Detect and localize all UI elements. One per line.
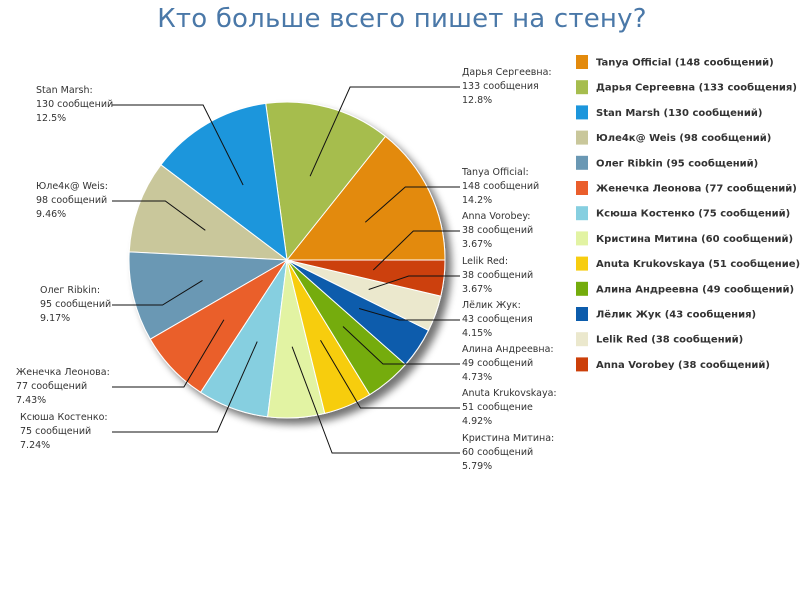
legend-swatch-алина-андреевна bbox=[576, 281, 588, 296]
leader-line-дарья-сергеевна bbox=[309, 86, 460, 177]
slice-label-lelik-red: Lelik Red: 38 сообщений 3.67% bbox=[462, 256, 533, 295]
slice-label-anuta-krukovskaya: Anuta Krukovskaya: 51 сообщение 4.92% bbox=[462, 388, 557, 427]
chart-title: Кто больше всего пишет на стену? bbox=[157, 4, 647, 34]
slice-label-юле4к-weis: Юле4к@ Weis: 98 сообщений 9.46% bbox=[36, 181, 108, 220]
legend-swatch-лёлик-жук bbox=[576, 307, 588, 321]
legend-swatch-stan-marsh bbox=[576, 105, 588, 120]
legend-swatch-ксюша-костенко bbox=[576, 206, 588, 221]
pie-slices bbox=[128, 101, 446, 419]
legend: Tanya Official (148 сообщений) Дарья Серг… bbox=[576, 55, 800, 372]
leader-lines bbox=[112, 86, 460, 454]
pie-slice-stan-marsh bbox=[160, 102, 288, 262]
legend-label-lelik-red: Lelik Red (38 сообщений) bbox=[596, 334, 743, 346]
slice-label-кристина-митина: Кристина Митина: 60 сообщений 5.79% bbox=[462, 433, 554, 472]
slice-label-женечка-леонова: Женечка Леонова: 77 сообщений 7.43% bbox=[16, 367, 110, 406]
leader-line-женечка-леонова bbox=[112, 319, 225, 388]
legend-label-дарья-сергеевна: Дарья Сергеевна (133 сообщения) bbox=[596, 82, 797, 94]
pie-slice-юле4к-weis bbox=[128, 164, 289, 261]
leader-line-кристина-митина bbox=[291, 346, 460, 454]
leader-line-lelik-red bbox=[368, 275, 460, 290]
legend-swatch-anuta-krukovskaya bbox=[576, 256, 588, 271]
leader-line-юле4к-weis bbox=[112, 200, 206, 231]
legend-label-лёлик-жук: Лёлик Жук (43 сообщения) bbox=[596, 309, 756, 321]
legend-swatch-lelik-red bbox=[576, 332, 588, 347]
legend-swatch-олег-ribkin bbox=[576, 155, 588, 170]
pie-slice-tanya-official bbox=[285, 135, 446, 261]
legend-swatch-anna-vorobey bbox=[576, 357, 588, 372]
leader-line-anuta-krukovskaya bbox=[320, 339, 460, 409]
slice-label-олег-ribkin: Олег Ribkin: 95 сообщений 9.17% bbox=[40, 285, 111, 324]
legend-label-ксюша-костенко: Ксюша Костенко (75 сообщений) bbox=[596, 208, 790, 220]
slice-label-лёлик-жук: Лёлик Жук: 43 сообщения 4.15% bbox=[462, 300, 533, 339]
legend-label-юле4к-weis: Юле4к@ Weis (98 сообщений) bbox=[596, 132, 771, 144]
slice-label-tanya-official: Tanya Official: 148 сообщений 14.2% bbox=[461, 167, 539, 206]
leader-line-алина-андреевна bbox=[342, 326, 460, 365]
slice-label-ксюша-костенко: Ксюша Костенко: 75 сообщений 7.24% bbox=[20, 412, 108, 451]
leader-line-ксюша-костенко bbox=[112, 341, 258, 433]
legend-label-кристина-митина: Кристина Митина (60 сообщений) bbox=[596, 233, 793, 245]
slice-label-anna-vorobey: Anna Vorobey: 38 сообщений 3.67% bbox=[462, 211, 533, 250]
pie-slice-anna-vorobey bbox=[286, 259, 446, 297]
leader-line-лёлик-жук bbox=[358, 308, 460, 321]
legend-label-tanya-official: Tanya Official (148 сообщений) bbox=[596, 57, 774, 69]
legend-label-anuta-krukovskaya: Anuta Krukovskaya (51 сообщение) bbox=[596, 258, 800, 270]
legend-label-олег-ribkin: Олег Ribkin (95 сообщений) bbox=[596, 157, 758, 169]
leader-line-tanya-official bbox=[364, 186, 460, 223]
pie-slice-дарья-сергеевна bbox=[265, 101, 387, 262]
leader-line-stan-marsh bbox=[112, 104, 244, 186]
legend-label-женечка-леонова: Женечка Леонова (77 сообщений) bbox=[596, 183, 797, 195]
legend-label-алина-андреевна: Алина Андреевна (49 сообщений) bbox=[596, 283, 794, 295]
legend-swatch-кристина-митина bbox=[576, 231, 588, 246]
legend-swatch-дарья-сергеевна bbox=[576, 80, 588, 95]
leader-line-anna-vorobey bbox=[372, 230, 460, 271]
slice-label-алина-андреевна: Алина Андреевна: 49 сообщений 4.73% bbox=[462, 344, 554, 383]
slice-label-дарья-сергеевна: Дарья Сергеевна: 133 сообщения 12.8% bbox=[462, 67, 552, 106]
legend-label-anna-vorobey: Anna Vorobey (38 сообщений) bbox=[596, 359, 770, 371]
legend-swatch-tanya-official bbox=[576, 55, 588, 69]
slice-label-stan-marsh: Stan Marsh: 130 сообщений 12.5% bbox=[36, 85, 113, 124]
legend-label-stan-marsh: Stan Marsh (130 сообщений) bbox=[596, 107, 762, 119]
pie-slice-олег-ribkin bbox=[128, 251, 289, 340]
legend-swatch-юле4к-weis bbox=[576, 130, 588, 145]
slice-labels: Tanya Official: 148 сообщений 14.2% Дарья С… bbox=[16, 67, 557, 472]
legend-swatch-женечка-леонова bbox=[576, 181, 588, 195]
leader-line-олег-ribkin bbox=[112, 279, 203, 306]
